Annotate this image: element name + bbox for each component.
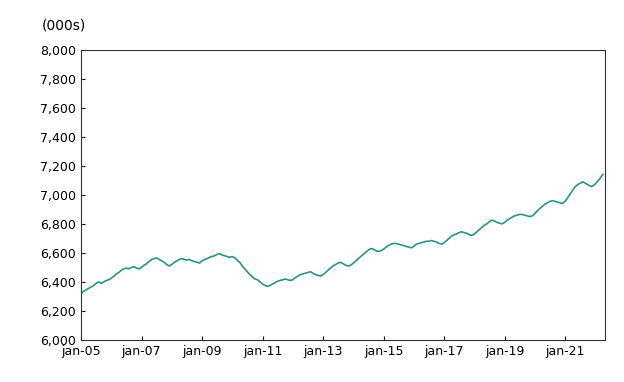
Text: (000s): (000s): [42, 18, 86, 32]
